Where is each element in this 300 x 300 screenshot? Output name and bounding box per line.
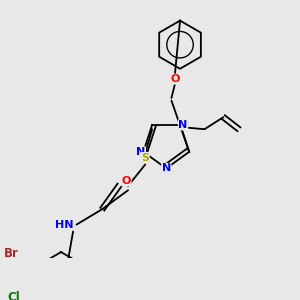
Text: N: N [136, 147, 146, 157]
Text: N: N [162, 164, 171, 173]
Text: Cl: Cl [8, 291, 20, 300]
Text: Br: Br [4, 247, 19, 260]
Text: N: N [178, 120, 188, 130]
Text: O: O [122, 176, 131, 186]
Text: O: O [170, 74, 180, 84]
Text: HN: HN [55, 220, 73, 230]
Text: S: S [141, 153, 149, 163]
